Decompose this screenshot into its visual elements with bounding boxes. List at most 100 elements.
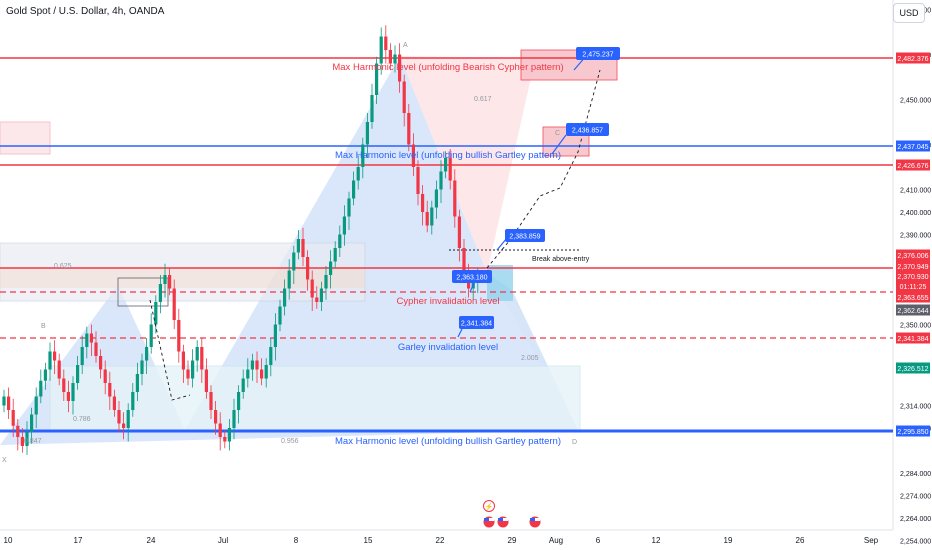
candle-body bbox=[112, 396, 116, 410]
candle-body bbox=[39, 380, 43, 397]
time-tick-2: 24 bbox=[147, 536, 156, 545]
range-box-inner bbox=[0, 268, 365, 288]
candle-body bbox=[181, 351, 185, 370]
svg-text:2,363.655: 2,363.655 bbox=[897, 295, 928, 302]
candle-body bbox=[85, 333, 89, 347]
price-tick-11: 2,274.000 bbox=[900, 494, 931, 501]
candle-body bbox=[453, 180, 457, 217]
time-tick-9: 6 bbox=[596, 536, 601, 545]
time-tick-0: 10 bbox=[4, 536, 13, 545]
price-label-5: 2,370.930 bbox=[896, 270, 930, 282]
candle-body bbox=[103, 369, 107, 383]
candle-body bbox=[186, 369, 190, 379]
svg-text:2,437.045: 2,437.045 bbox=[897, 144, 928, 151]
candle-body bbox=[398, 54, 402, 82]
ratio-0617: 0.617 bbox=[474, 96, 492, 103]
candle-body bbox=[255, 360, 259, 370]
event-lightning-icon[interactable]: ⚡ bbox=[483, 500, 495, 512]
us-flag-icon-3[interactable] bbox=[529, 516, 541, 528]
candle-body bbox=[11, 410, 15, 426]
candle-body bbox=[306, 257, 310, 280]
candle-body bbox=[462, 248, 466, 275]
ratio-0956: 0.956 bbox=[281, 438, 299, 445]
callout-2436[interactable]: 2,436.857 bbox=[551, 123, 609, 155]
candle-body bbox=[237, 392, 241, 410]
candle-body bbox=[57, 360, 61, 379]
candle-body bbox=[260, 369, 264, 379]
candle-body bbox=[319, 288, 323, 302]
candle-body bbox=[140, 360, 144, 374]
candle-body bbox=[214, 410, 218, 424]
svg-text:2,426.676: 2,426.676 bbox=[897, 163, 928, 170]
candle-body bbox=[264, 365, 268, 379]
price-label-4: 2,370.949 bbox=[896, 260, 930, 272]
candle-body bbox=[99, 356, 103, 370]
candle-body bbox=[430, 207, 434, 226]
svg-text:⚡: ⚡ bbox=[485, 502, 494, 511]
price-tick-5: 2,400.000 bbox=[900, 210, 931, 217]
price-label-7: 2,363.655 bbox=[896, 291, 930, 303]
candle-body bbox=[20, 437, 24, 446]
callout-2363[interactable]: 2,363.180 bbox=[452, 270, 492, 293]
candle-body bbox=[379, 36, 383, 64]
box-ratio: 0.625 bbox=[54, 263, 72, 270]
price-label-8: 2,362.644 bbox=[896, 304, 930, 316]
point-a: A bbox=[403, 42, 408, 49]
candle-body bbox=[365, 122, 369, 145]
time-tick-7: 29 bbox=[508, 536, 517, 545]
candle-body bbox=[168, 275, 172, 289]
price-label-10: 2,326.512 bbox=[896, 362, 930, 374]
candle-body bbox=[195, 347, 199, 361]
candle-body bbox=[250, 360, 254, 370]
price-tick-10: 2,284.000 bbox=[900, 471, 931, 478]
candle-body bbox=[172, 288, 176, 320]
time-tick-4: 8 bbox=[294, 536, 299, 545]
candle-body bbox=[43, 369, 47, 381]
us-flag-icon-2[interactable] bbox=[497, 516, 509, 528]
candle-body bbox=[108, 383, 112, 397]
candle-body bbox=[269, 347, 273, 365]
price-label-3: 2,376.006 bbox=[896, 249, 930, 261]
candle-body bbox=[329, 261, 333, 275]
time-tick-11: 19 bbox=[724, 536, 733, 545]
currency-button[interactable]: USD bbox=[893, 3, 925, 23]
ratio-0847: 0.847 bbox=[24, 438, 42, 445]
candle-body bbox=[333, 248, 337, 262]
price-tick-8: 2,314.000 bbox=[900, 404, 931, 411]
candle-body bbox=[315, 297, 319, 302]
candle-body bbox=[34, 396, 38, 415]
candle-body bbox=[122, 423, 126, 428]
time-tick-8: Aug bbox=[549, 536, 563, 545]
ratio-2005: 2.005 bbox=[521, 355, 539, 362]
demand-zone bbox=[49, 365, 581, 431]
break-above-label: Break above-entry bbox=[532, 256, 590, 263]
callout-2475[interactable]: 2,475.237 bbox=[573, 47, 620, 71]
price-label-9: 2,341.384 bbox=[896, 332, 930, 344]
time-axis: 10 17 24 Jul 8 15 22 29 Aug 6 12 19 26 Sep bbox=[4, 536, 879, 545]
time-tick-6: 22 bbox=[436, 536, 445, 545]
candle-body bbox=[76, 365, 80, 383]
candle-body bbox=[163, 275, 167, 284]
candle-body bbox=[393, 54, 397, 64]
candle-body bbox=[425, 212, 429, 226]
price-label-11: 2,295.850 bbox=[896, 425, 930, 437]
candle-body bbox=[421, 194, 425, 212]
candle-body bbox=[407, 113, 411, 145]
callout-2341[interactable]: 2,341.384 bbox=[457, 316, 494, 338]
point-x: X bbox=[2, 457, 7, 464]
candle-body bbox=[232, 410, 236, 428]
callout-2383[interactable]: 2,383.859 bbox=[496, 229, 545, 251]
candle-body bbox=[204, 369, 208, 392]
candle-body bbox=[287, 270, 291, 289]
candle-body bbox=[444, 158, 448, 172]
candle-body bbox=[347, 198, 351, 217]
candle-body bbox=[117, 410, 121, 424]
svg-text:2,475.237: 2,475.237 bbox=[582, 52, 613, 59]
svg-text:01:11:25: 01:11:25 bbox=[900, 284, 927, 291]
us-flag-icon-1[interactable] bbox=[483, 516, 495, 528]
ratio-0786: 0.786 bbox=[73, 416, 91, 423]
candle-body bbox=[352, 180, 356, 199]
candle-body bbox=[370, 95, 374, 122]
svg-text:2,363.180: 2,363.180 bbox=[456, 275, 487, 282]
